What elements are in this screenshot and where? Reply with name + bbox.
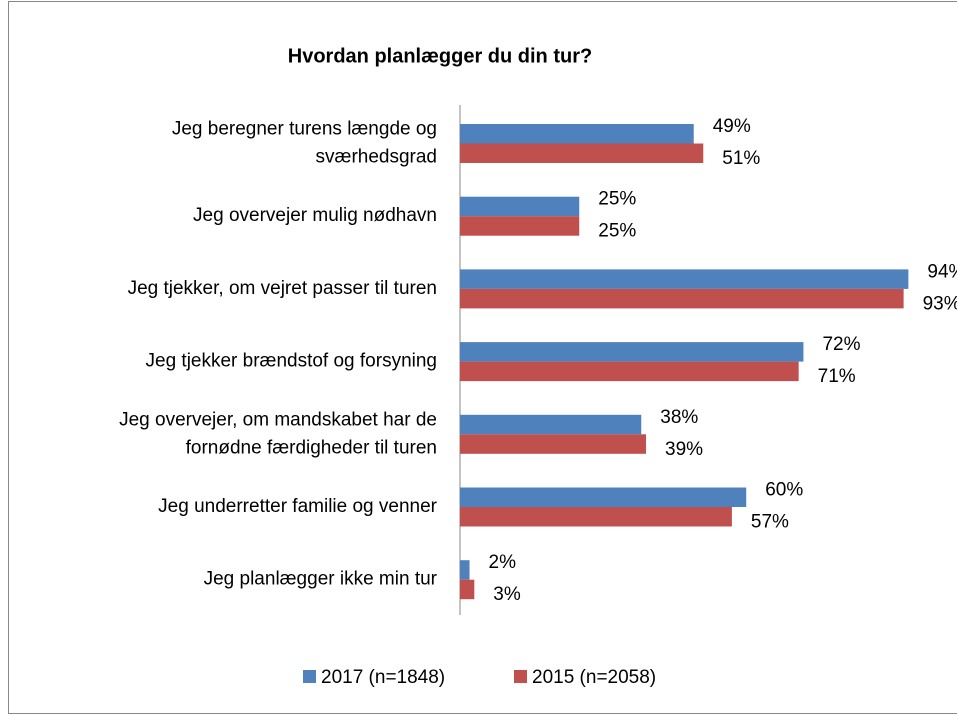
legend-label: 2017 (n=1848) xyxy=(321,667,445,688)
bar xyxy=(460,216,580,236)
bar xyxy=(460,579,475,600)
data-label: 93% xyxy=(923,293,957,314)
category-label: Jeg underretter familie og venner xyxy=(158,496,437,517)
data-label: 25% xyxy=(598,189,636,210)
bar xyxy=(460,342,804,362)
bar xyxy=(460,560,470,580)
bar xyxy=(460,143,704,163)
data-label: 57% xyxy=(751,512,789,533)
data-label: 25% xyxy=(598,221,636,242)
legend-label: 2015 (n=2058) xyxy=(532,667,656,688)
data-label: 60% xyxy=(765,480,803,501)
data-label: 49% xyxy=(713,116,751,137)
category-label: Jeg planlægger ikke min tur xyxy=(204,569,438,590)
data-label: 38% xyxy=(660,407,698,428)
data-label: 72% xyxy=(822,334,860,355)
bar xyxy=(460,288,904,309)
bar xyxy=(460,487,747,507)
chart-title: Hvordan planlægger du din tur? xyxy=(288,45,592,67)
bar xyxy=(460,434,647,454)
legend-swatch xyxy=(514,670,527,683)
legend-swatch xyxy=(303,670,316,683)
category-label: Jeg tjekker, om vejret passer til turen xyxy=(128,278,437,299)
category-label: Jeg tjekker brændstof og forsyning xyxy=(146,351,438,372)
bar xyxy=(460,507,732,527)
bar xyxy=(460,361,799,382)
bar xyxy=(460,414,642,435)
bar xyxy=(460,196,580,217)
category-label: Jeg overvejer mulig nødhavn xyxy=(193,205,437,226)
data-label: 39% xyxy=(665,439,703,460)
data-label: 3% xyxy=(493,584,521,605)
category-label: Jeg beregner turens længde og sværhedsgra… xyxy=(172,119,437,168)
data-label: 71% xyxy=(818,366,856,387)
data-label: 94% xyxy=(927,261,957,282)
category-label: Jeg overvejer, om mandskabet har de fornø… xyxy=(119,409,437,458)
bar xyxy=(460,269,909,289)
bar xyxy=(460,124,694,144)
frame xyxy=(8,1,957,714)
data-label: 51% xyxy=(722,148,760,169)
data-label: 2% xyxy=(489,552,517,573)
